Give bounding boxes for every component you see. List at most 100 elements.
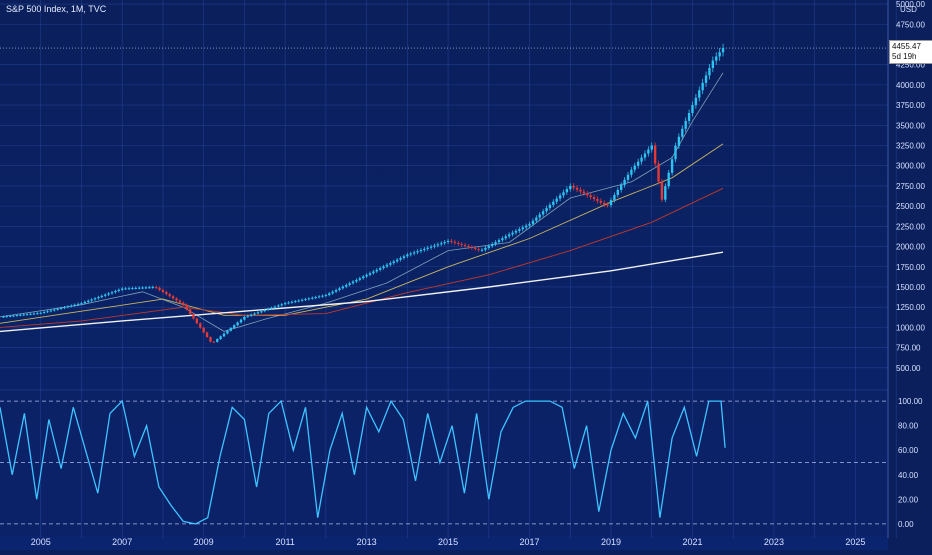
candle-body	[12, 315, 15, 317]
x-tick-label: 2015	[438, 537, 458, 547]
oscillator-tick-label: 100.00	[898, 397, 923, 406]
candle-body	[440, 243, 443, 245]
candle-body	[304, 299, 307, 301]
candle-body	[589, 195, 592, 198]
x-tick-label: 2019	[601, 537, 621, 547]
candle-body	[378, 268, 382, 270]
candle-body	[334, 289, 338, 292]
candle-body	[565, 189, 569, 193]
y-tick-label: 2250.00	[896, 222, 925, 231]
candle-body	[300, 299, 304, 301]
candle-body	[433, 245, 436, 247]
candle-body	[412, 252, 416, 254]
candle-body	[650, 145, 653, 150]
candle-body	[355, 279, 358, 282]
candle-body	[277, 305, 280, 307]
candle-body	[260, 311, 263, 313]
candle-body	[497, 240, 501, 243]
candle-body	[463, 244, 467, 246]
candle-body	[474, 247, 477, 249]
x-tick-label: 2025	[845, 537, 865, 547]
candle-body	[131, 288, 134, 290]
y-tick-label: 4750.00	[896, 20, 925, 29]
moving-average-line	[0, 251, 724, 333]
candle-body	[552, 201, 555, 205]
candle-body	[487, 245, 490, 248]
candle-body	[626, 174, 630, 180]
candle-body	[582, 191, 586, 194]
candle-body	[660, 181, 664, 200]
candle-body	[351, 281, 355, 284]
candle-body	[535, 217, 538, 221]
candle-body	[558, 195, 562, 199]
candle-body	[409, 253, 412, 255]
candle-body	[117, 289, 120, 291]
candle-body	[480, 249, 484, 251]
candle-body	[83, 301, 87, 304]
candle-body	[280, 304, 283, 306]
candle-body	[253, 313, 256, 315]
candle-body	[202, 327, 205, 333]
y-tick-label: 1500.00	[896, 283, 925, 292]
candle-body	[63, 307, 66, 309]
candle-body	[507, 234, 511, 237]
candle-body	[443, 242, 446, 244]
y-tick-label: 5000.00	[896, 0, 925, 9]
x-tick-label: 2013	[357, 537, 377, 547]
candle-body	[90, 299, 93, 301]
candle-body	[423, 248, 426, 251]
candle-body	[49, 310, 53, 312]
last-price-tag: 4455.47 5d 19h	[889, 40, 932, 64]
oscillator-tick-label: 20.00	[898, 495, 919, 504]
candle-body	[548, 204, 552, 209]
candle-body	[541, 211, 545, 215]
candle-body	[80, 303, 83, 305]
y-tick-label: 4250.00	[896, 61, 925, 70]
x-tick-label: 2023	[764, 537, 784, 547]
candle-body	[606, 204, 609, 206]
candle-body	[572, 185, 575, 188]
candle-body	[586, 193, 589, 196]
candle-body	[236, 322, 239, 326]
candle-body	[199, 323, 202, 328]
candle-body	[185, 304, 188, 310]
candle-body	[110, 292, 114, 294]
candle-body	[219, 336, 222, 340]
candle-body	[311, 297, 314, 299]
candle-body	[640, 157, 643, 162]
oscillator-tick-label: 40.00	[898, 471, 919, 480]
candle-body	[165, 292, 168, 295]
candle-body	[287, 302, 290, 304]
candle-body	[494, 242, 497, 245]
candle-body	[416, 251, 419, 253]
candle-body	[256, 312, 260, 314]
candle-body	[684, 120, 687, 129]
candle-body	[283, 303, 287, 305]
candle-body	[216, 339, 219, 342]
candle-body	[66, 306, 70, 308]
candle-body	[362, 276, 365, 279]
candle-body	[263, 309, 266, 312]
oscillator-tick-label: 80.00	[898, 422, 919, 431]
candle-body	[711, 60, 715, 69]
y-tick-label: 3750.00	[896, 101, 925, 110]
candle-body	[368, 273, 372, 275]
candle-body	[36, 313, 39, 315]
candle-body	[114, 291, 117, 293]
oscillator-axis: 0.00 20.00 40.00 60.00 80.00 100.00	[898, 397, 923, 529]
candle-body	[243, 316, 246, 320]
candle-body	[151, 287, 154, 289]
candle-body	[545, 208, 548, 212]
candle-body	[239, 319, 243, 323]
x-axis: 2005 2007 2009 2011 2013 2015 2017 2019 2021 2023…	[31, 537, 866, 547]
candle-body	[647, 149, 650, 154]
candle-body	[328, 293, 331, 296]
candle-body	[402, 256, 406, 258]
x-tick-label: 2021	[682, 537, 702, 547]
candle-body	[389, 263, 392, 265]
candle-body	[691, 105, 694, 113]
candle-body	[178, 300, 182, 303]
